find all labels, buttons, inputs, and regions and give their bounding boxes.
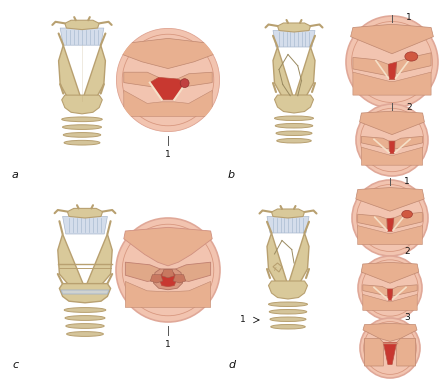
Ellipse shape [268,302,307,307]
Ellipse shape [64,307,106,312]
Polygon shape [358,214,387,229]
Polygon shape [273,47,315,100]
Text: 1: 1 [165,150,171,159]
Ellipse shape [405,52,418,61]
Polygon shape [351,24,433,54]
Polygon shape [392,285,417,296]
Polygon shape [358,226,422,245]
Ellipse shape [66,324,104,328]
Circle shape [116,218,220,322]
Circle shape [352,180,428,256]
Polygon shape [360,111,425,135]
Ellipse shape [67,332,103,336]
Polygon shape [387,218,394,231]
Polygon shape [162,269,174,278]
Polygon shape [353,57,388,76]
Ellipse shape [276,131,312,136]
Ellipse shape [269,309,307,314]
Polygon shape [396,53,431,73]
Polygon shape [150,275,163,283]
Polygon shape [268,281,307,299]
Polygon shape [125,282,210,307]
Circle shape [358,256,422,320]
Circle shape [346,16,438,108]
Polygon shape [363,285,388,296]
Ellipse shape [275,124,313,128]
Polygon shape [67,208,103,218]
Polygon shape [273,30,315,47]
Ellipse shape [275,116,313,120]
Circle shape [116,28,220,132]
Ellipse shape [63,133,101,137]
Ellipse shape [277,138,311,143]
Polygon shape [124,227,212,266]
Polygon shape [361,147,423,165]
Polygon shape [125,262,162,282]
Text: d: d [228,360,235,370]
Polygon shape [62,95,102,114]
Polygon shape [363,294,417,310]
Circle shape [180,79,189,87]
Polygon shape [154,269,182,290]
Polygon shape [389,141,395,154]
Polygon shape [271,209,304,218]
Text: 1: 1 [240,315,246,325]
Polygon shape [267,217,309,233]
Ellipse shape [62,125,101,130]
Polygon shape [363,323,417,341]
Text: c: c [12,360,18,370]
Ellipse shape [62,117,102,122]
Text: 1: 1 [165,340,171,349]
Text: 2: 2 [404,247,410,256]
Polygon shape [396,339,416,366]
Polygon shape [60,28,104,45]
Text: 3: 3 [404,314,410,323]
Polygon shape [63,216,107,234]
Polygon shape [275,95,313,113]
Ellipse shape [64,140,100,145]
Polygon shape [61,290,109,294]
Polygon shape [388,289,392,300]
Polygon shape [124,72,158,88]
Polygon shape [364,339,384,366]
Polygon shape [388,62,396,79]
Polygon shape [384,343,396,364]
Polygon shape [150,78,186,100]
Polygon shape [59,45,105,101]
Polygon shape [158,272,178,287]
Text: 1: 1 [404,177,410,187]
Polygon shape [353,72,431,95]
Ellipse shape [65,316,105,320]
Polygon shape [273,263,282,272]
Polygon shape [173,275,186,283]
Polygon shape [278,23,311,32]
Polygon shape [361,136,389,149]
Polygon shape [65,20,99,30]
Polygon shape [395,136,423,149]
Polygon shape [124,90,212,116]
Polygon shape [356,188,424,211]
Circle shape [360,318,420,378]
Text: 1: 1 [406,14,412,22]
Ellipse shape [271,325,305,329]
Text: b: b [228,170,235,180]
Polygon shape [121,38,215,68]
Polygon shape [174,262,210,282]
Circle shape [356,104,428,176]
Ellipse shape [270,317,306,321]
Polygon shape [59,283,111,303]
Text: 2: 2 [406,103,412,111]
Polygon shape [267,233,309,285]
Polygon shape [394,212,422,229]
Text: a: a [12,170,19,180]
Polygon shape [361,263,419,283]
Polygon shape [58,234,112,288]
Ellipse shape [402,211,413,218]
Polygon shape [178,72,212,88]
